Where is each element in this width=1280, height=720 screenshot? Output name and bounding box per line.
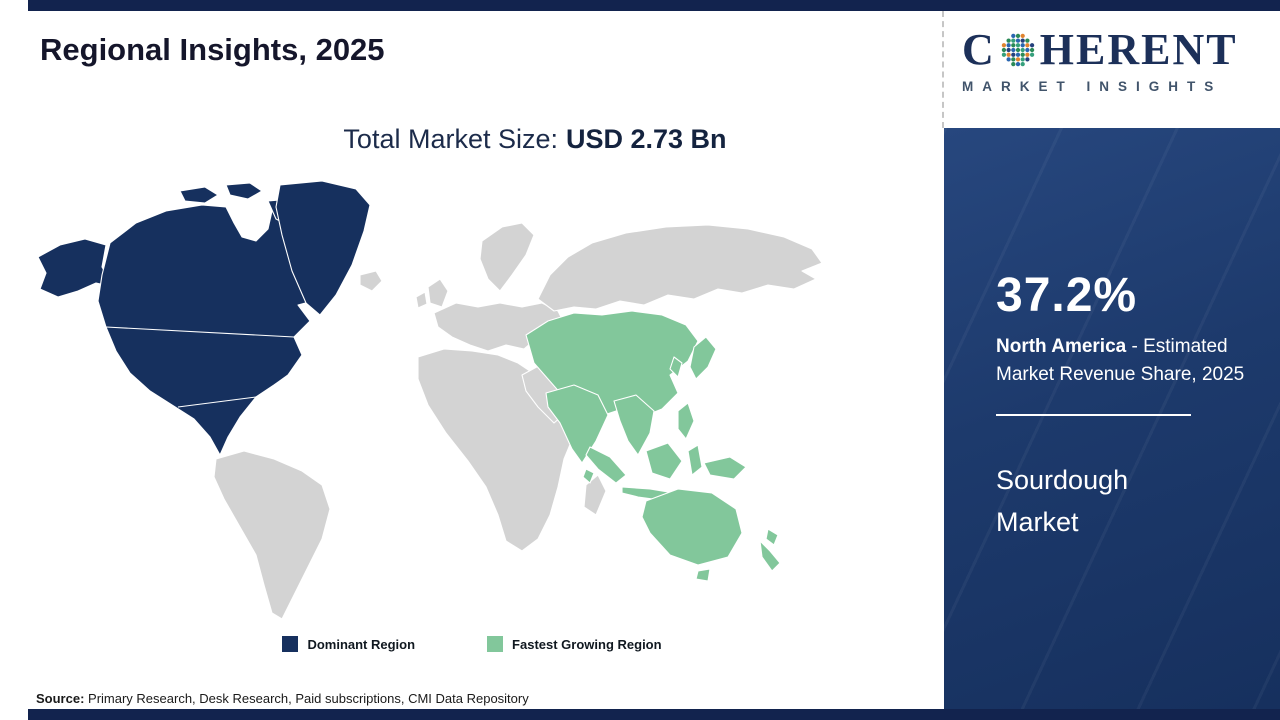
map-region-north-america [37, 180, 371, 456]
legend-item-growing: Fastest Growing Region [487, 636, 662, 652]
map-region-asia-pacific [525, 310, 781, 582]
market-size-heading: Total Market Size: USD 2.73 Bn [60, 124, 1010, 155]
map-canada-usa-mexico [97, 204, 339, 456]
map-indochina [613, 394, 655, 456]
map-sumatra [585, 446, 627, 484]
map-usa-canada-border [105, 326, 295, 338]
world-map [30, 178, 910, 630]
map-borneo [645, 442, 683, 480]
map-usa-mexico-border [177, 396, 257, 408]
source-label: Source: [36, 691, 85, 706]
market-name: Sourdough Market [996, 465, 1129, 537]
map-australia [641, 488, 743, 566]
share-desc-text: - Estimated Market Revenue Share, 2025 [996, 336, 1245, 385]
map-new-zealand [759, 528, 781, 572]
source-text: Primary Research, Desk Research, Paid su… [84, 691, 529, 706]
map-south-america [213, 450, 331, 620]
map-korea [669, 356, 683, 378]
map-sulawesi [687, 444, 703, 476]
map-madagascar [583, 474, 607, 516]
map-japan [689, 336, 717, 380]
logo-wordmark-end: HERENT [1039, 25, 1238, 74]
map-tasmania [695, 568, 711, 582]
panel-divider [996, 414, 1191, 417]
market-share-value: 37.2% [996, 269, 1138, 322]
map-uk [427, 278, 449, 308]
map-russia [537, 224, 823, 312]
map-new-guinea [703, 456, 747, 480]
map-sri-lanka [582, 468, 595, 484]
highlight-panel: 37.2% North America - Estimated Market R… [944, 128, 1280, 709]
market-share-desc: North America - Estimated Market Revenue… [996, 333, 1258, 388]
source-note: Source: Primary Research, Desk Research,… [36, 691, 529, 706]
brand-logo: C HERENT MARKET INSIGHTS [962, 28, 1266, 95]
map-legend: Dominant Region Fastest Growing Region [0, 636, 944, 652]
map-region-rest-of-world [213, 222, 823, 620]
region-name: North America [996, 336, 1127, 357]
map-philippines [677, 402, 695, 440]
globe-dots-icon [1001, 33, 1034, 67]
map-greenland [275, 180, 371, 316]
fastest-growing-region-swatch [487, 636, 504, 652]
legend-label: Fastest Growing Region [512, 636, 662, 652]
top-border [28, 0, 1280, 11]
logo-tagline: MARKET INSIGHTS [962, 79, 1223, 94]
map-iceland [359, 270, 383, 292]
market-size-label: Total Market Size: [343, 124, 558, 154]
logo-wordmark-start: C [962, 25, 996, 74]
map-ireland [415, 291, 428, 309]
legend-item-dominant: Dominant Region [282, 636, 415, 652]
dominant-region-swatch [282, 636, 299, 652]
world-map-svg [37, 180, 823, 620]
bottom-border [28, 709, 1280, 720]
page-title: Regional Insights, 2025 [40, 32, 385, 67]
logo-wordmark: C HERENT [962, 28, 1266, 72]
market-size-value: USD 2.73 Bn [566, 124, 727, 154]
map-scandinavia [479, 222, 535, 292]
legend-label: Dominant Region [307, 636, 416, 652]
header-divider [942, 11, 944, 128]
